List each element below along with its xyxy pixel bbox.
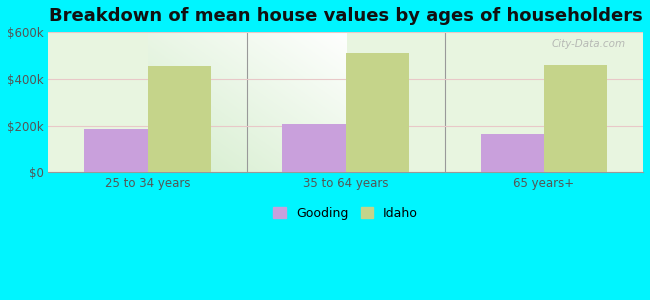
Text: City-Data.com: City-Data.com <box>551 39 625 49</box>
Bar <box>346 53 409 172</box>
Bar <box>148 66 211 172</box>
Bar <box>84 129 148 172</box>
Bar <box>480 134 544 172</box>
Title: Breakdown of mean house values by ages of householders: Breakdown of mean house values by ages o… <box>49 7 643 25</box>
Bar <box>544 65 607 172</box>
Legend: Gooding, Idaho: Gooding, Idaho <box>268 202 423 225</box>
Bar <box>282 124 346 172</box>
